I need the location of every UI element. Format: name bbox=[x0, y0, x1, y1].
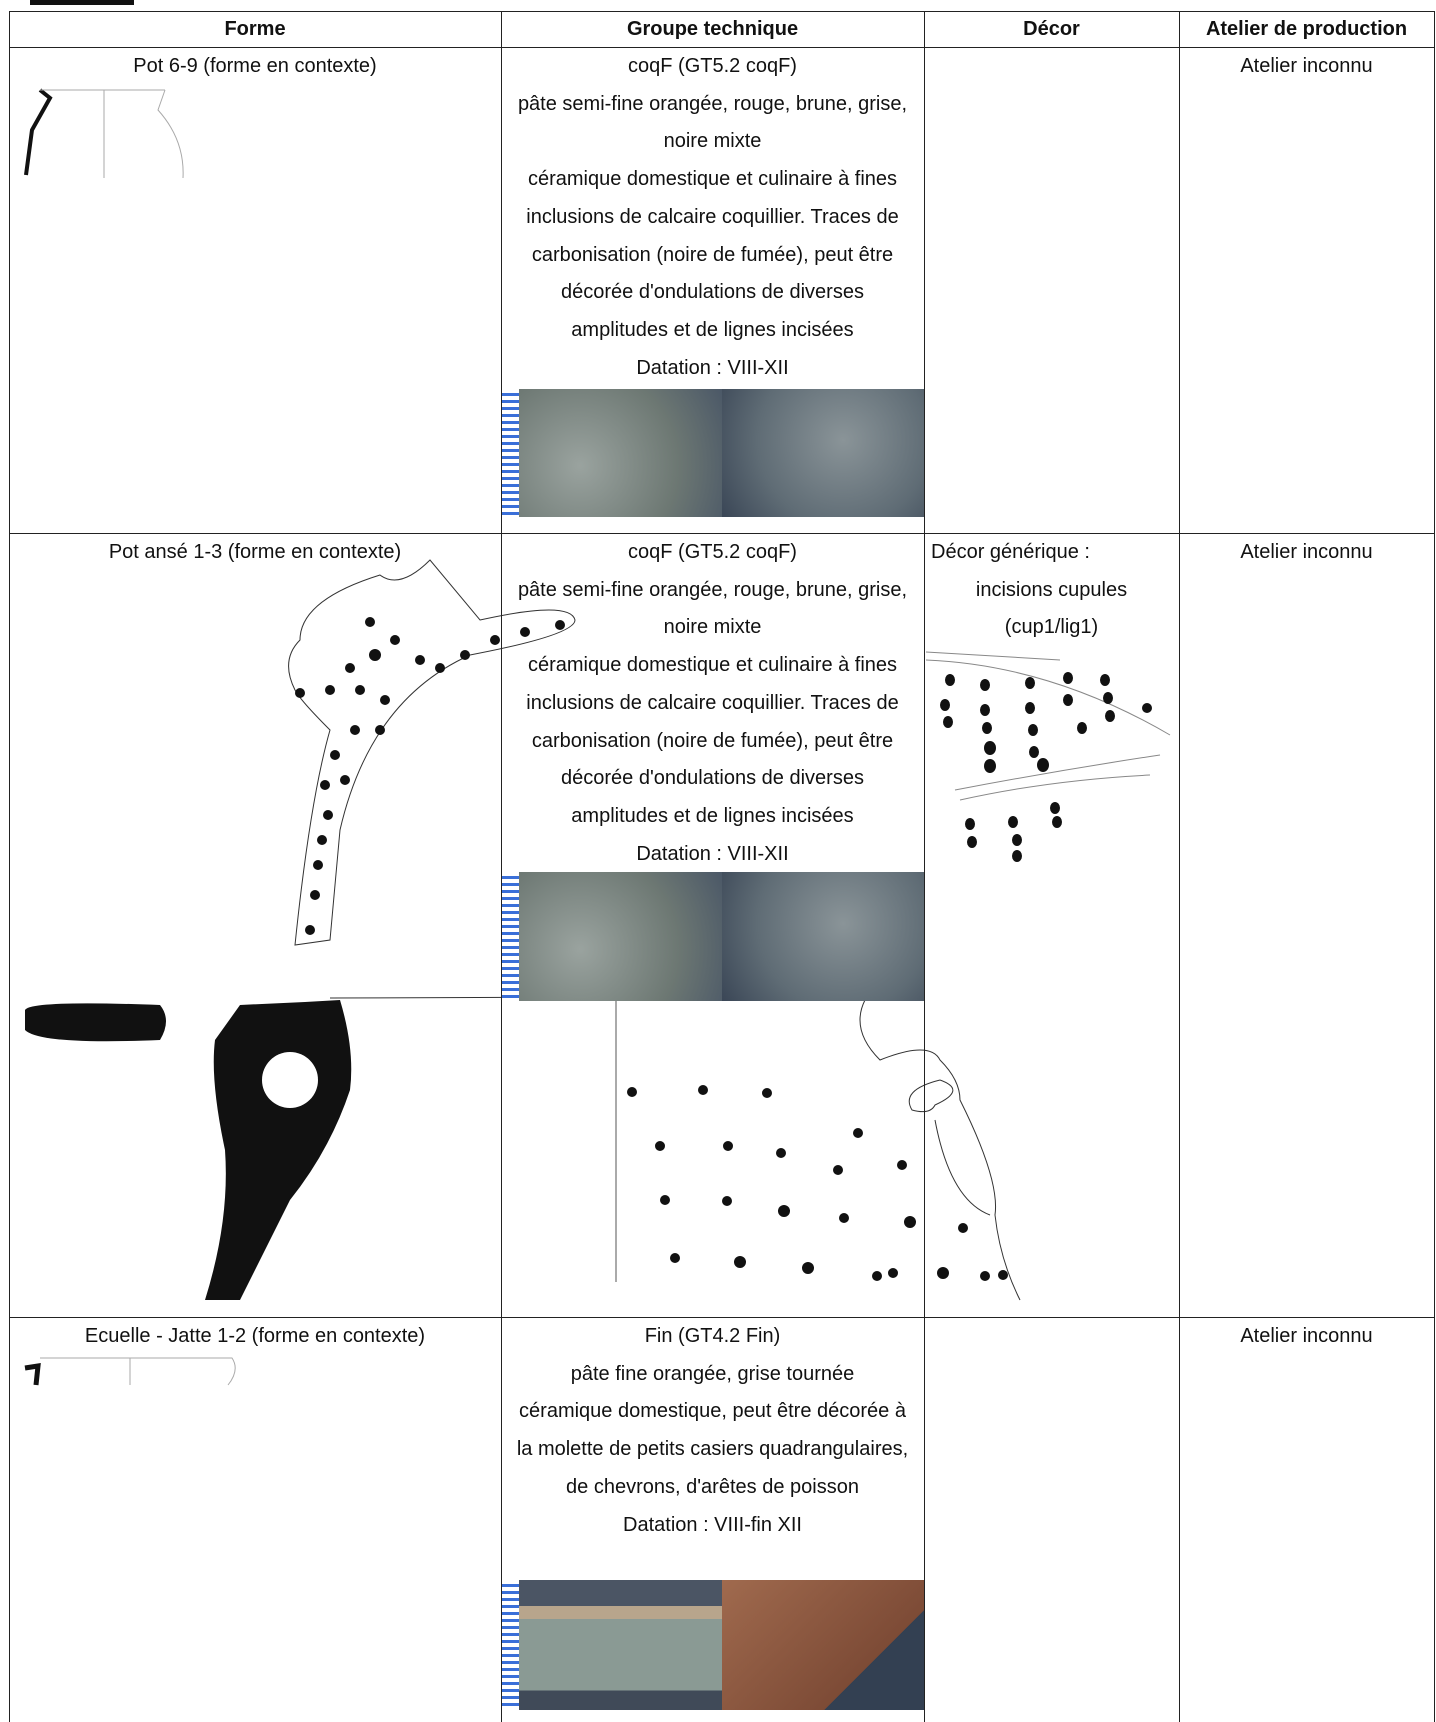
groupe-text: coqF (GT5.2 coqF) bbox=[628, 541, 797, 563]
column-header: Groupe technique bbox=[626, 18, 799, 40]
groupe-text: coqF (GT5.2 coqF) bbox=[628, 55, 797, 77]
photo bbox=[501, 872, 924, 1001]
decor: Décor générique : incisions cupules (cup1/… bbox=[924, 534, 1179, 647]
forme: Pot ansé 1-3 (forme en contexte) bbox=[108, 541, 402, 563]
groupe-text: pâte semi-fine orangée, rouge, brune, gr… bbox=[517, 92, 908, 153]
column-header: Atelier de production bbox=[1205, 18, 1408, 40]
border bbox=[9, 533, 1434, 534]
photo bbox=[501, 1580, 924, 1710]
forme: Pot 6-9 (forme en contexte) bbox=[133, 55, 377, 77]
groupe-text: Datation : VIII-XII bbox=[636, 842, 789, 865]
border bbox=[9, 11, 10, 1722]
groupe-technique: coqF (GT5.2 coqF) pâte semi-fine orangée,… bbox=[501, 534, 924, 873]
border bbox=[9, 47, 1434, 48]
decor-text: Décor générique : bbox=[931, 541, 1090, 563]
atelier: Atelier inconnu bbox=[1240, 55, 1373, 77]
groupe-text: pâte fine orangée, grise tournée bbox=[570, 1362, 855, 1385]
decor-text: (cup1/lig1) bbox=[1004, 616, 1099, 639]
groupe-text: pâte semi-fine orangée, rouge, brune, gr… bbox=[517, 578, 908, 639]
border bbox=[924, 11, 925, 1722]
column-header: Décor bbox=[1023, 18, 1080, 40]
photo bbox=[501, 389, 924, 517]
atelier: Atelier inconnu bbox=[1240, 541, 1373, 563]
groupe-text: céramique domestique et culinaire à fine… bbox=[526, 654, 899, 827]
border bbox=[9, 11, 1434, 12]
border bbox=[1179, 11, 1180, 1722]
decor-text: incisions cupules bbox=[975, 578, 1128, 601]
atelier: Atelier inconnu bbox=[1240, 1325, 1373, 1347]
column-header: Forme bbox=[224, 18, 286, 40]
forme: Ecuelle - Jatte 1-2 (forme en contexte) bbox=[84, 1325, 426, 1347]
groupe-text: Datation : VIII-fin XII bbox=[623, 1513, 802, 1536]
groupe-text: céramique domestique, peut être décorée … bbox=[516, 1400, 909, 1498]
border bbox=[501, 11, 502, 1722]
groupe-text: Fin (GT4.2 Fin) bbox=[644, 1325, 781, 1347]
border bbox=[1434, 11, 1435, 1722]
border bbox=[9, 1317, 1434, 1318]
groupe-text: Datation : VIII-XII bbox=[636, 356, 789, 379]
groupe-text: céramique domestique et culinaire à fine… bbox=[526, 168, 899, 341]
groupe-technique: Fin (GT4.2 Fin) pâte fine orangée, grise … bbox=[501, 1318, 924, 1544]
groupe-technique: coqF (GT5.2 coqF) pâte semi-fine orangée,… bbox=[501, 48, 924, 387]
